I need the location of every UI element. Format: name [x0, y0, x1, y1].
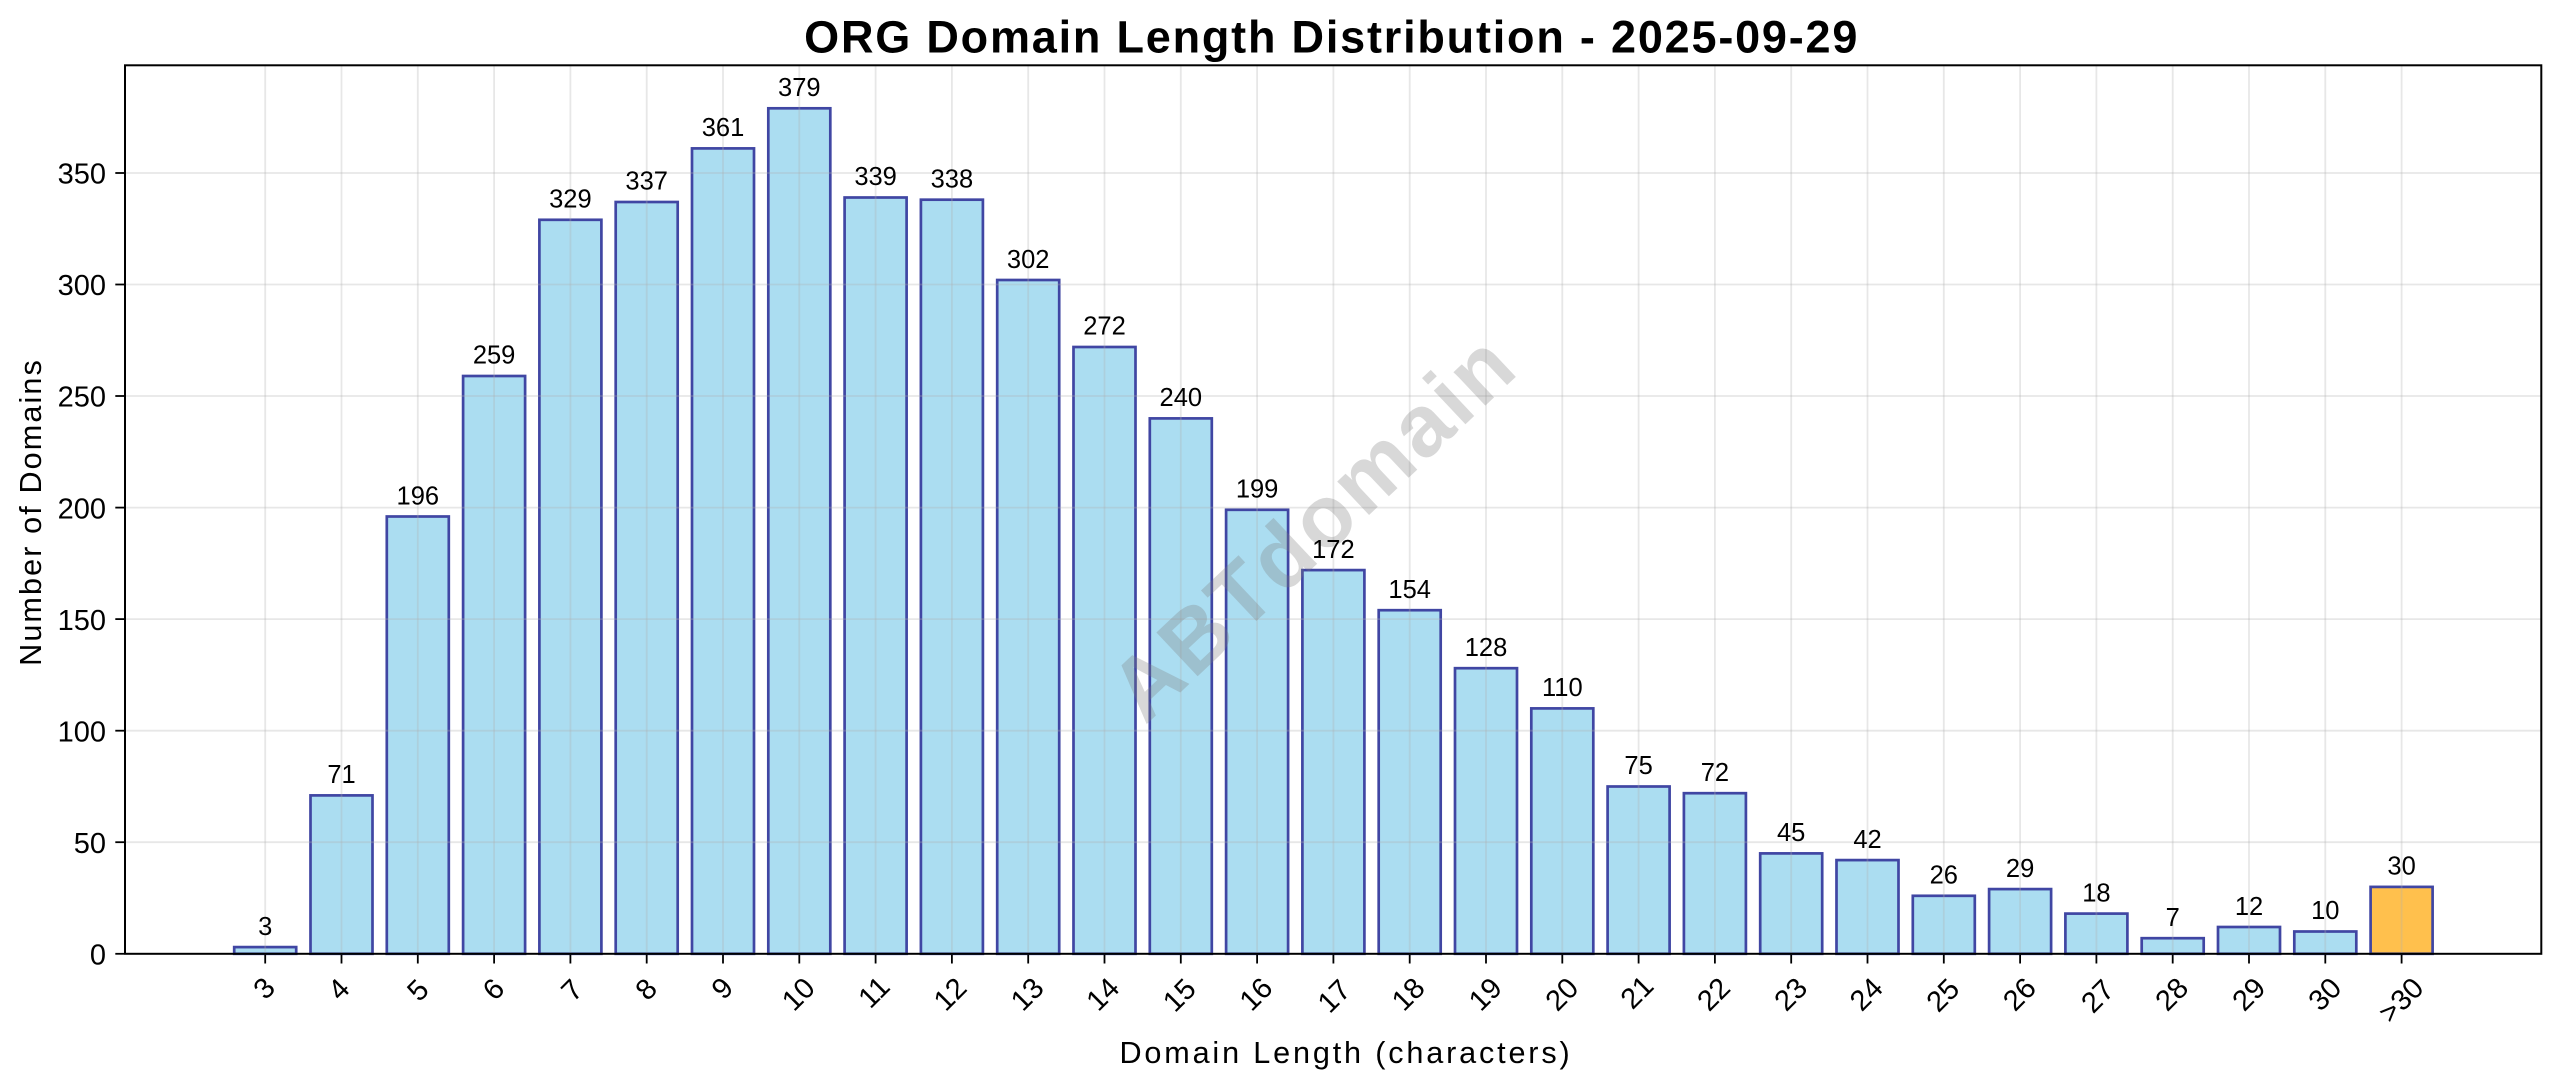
svg-text:150: 150: [58, 605, 106, 637]
svg-text:379: 379: [778, 74, 821, 102]
svg-text:30: 30: [2387, 853, 2415, 881]
svg-text:240: 240: [1160, 384, 1203, 412]
svg-text:337: 337: [625, 168, 668, 196]
svg-text:300: 300: [58, 270, 106, 302]
svg-text:302: 302: [1007, 246, 1050, 274]
svg-text:71: 71: [327, 761, 355, 789]
svg-text:29: 29: [2006, 855, 2034, 883]
svg-text:110: 110: [1542, 674, 1583, 702]
svg-text:26: 26: [1930, 862, 1958, 890]
svg-text:42: 42: [1853, 826, 1881, 854]
svg-text:Domain Length (characters): Domain Length (characters): [1119, 1036, 1572, 1070]
svg-text:18: 18: [2082, 879, 2110, 907]
svg-text:7: 7: [2166, 904, 2180, 932]
svg-text:10: 10: [2311, 897, 2339, 925]
svg-text:199: 199: [1236, 476, 1279, 504]
svg-text:0: 0: [90, 940, 106, 972]
svg-text:172: 172: [1312, 536, 1355, 564]
svg-text:50: 50: [74, 828, 106, 860]
svg-text:45: 45: [1777, 819, 1805, 847]
svg-text:ORG Domain Length Distribution: ORG Domain Length Distribution - 2025-09…: [804, 11, 1859, 62]
svg-text:329: 329: [549, 186, 592, 214]
svg-text:72: 72: [1701, 759, 1729, 787]
svg-text:339: 339: [854, 163, 897, 191]
svg-text:250: 250: [58, 382, 106, 414]
svg-text:128: 128: [1465, 634, 1508, 662]
svg-text:100: 100: [58, 716, 106, 748]
svg-text:200: 200: [58, 493, 106, 525]
svg-text:75: 75: [1624, 752, 1652, 780]
svg-text:Number of Domains: Number of Domains: [14, 358, 48, 666]
svg-text:272: 272: [1083, 313, 1126, 341]
svg-text:361: 361: [702, 114, 745, 142]
svg-text:154: 154: [1388, 576, 1431, 604]
svg-text:259: 259: [473, 342, 516, 370]
svg-text:196: 196: [397, 482, 440, 510]
svg-text:338: 338: [931, 166, 974, 194]
svg-text:3: 3: [258, 913, 272, 941]
svg-text:12: 12: [2235, 893, 2263, 921]
svg-text:350: 350: [58, 159, 106, 191]
